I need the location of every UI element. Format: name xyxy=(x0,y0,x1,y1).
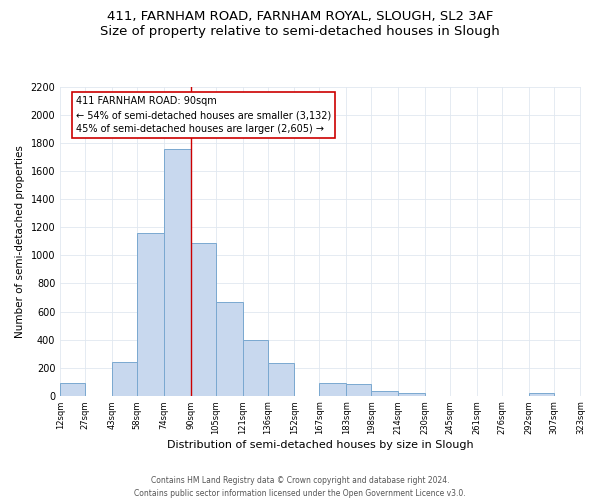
Bar xyxy=(191,243,216,396)
Bar xyxy=(268,364,295,396)
Bar xyxy=(112,362,137,396)
Bar xyxy=(216,302,242,396)
Bar xyxy=(346,384,371,396)
Bar xyxy=(242,340,268,396)
Text: 411, FARNHAM ROAD, FARNHAM ROYAL, SLOUGH, SL2 3AF
Size of property relative to s: 411, FARNHAM ROAD, FARNHAM ROYAL, SLOUGH… xyxy=(100,10,500,38)
X-axis label: Distribution of semi-detached houses by size in Slough: Distribution of semi-detached houses by … xyxy=(167,440,473,450)
Text: 411 FARNHAM ROAD: 90sqm
← 54% of semi-detached houses are smaller (3,132)
45% of: 411 FARNHAM ROAD: 90sqm ← 54% of semi-de… xyxy=(76,96,331,134)
Bar xyxy=(371,392,398,396)
Bar xyxy=(398,393,425,396)
Bar xyxy=(529,393,554,396)
Text: Contains HM Land Registry data © Crown copyright and database right 2024.
Contai: Contains HM Land Registry data © Crown c… xyxy=(134,476,466,498)
Bar xyxy=(319,383,346,396)
Bar xyxy=(164,148,191,396)
Bar xyxy=(137,233,164,396)
Bar xyxy=(60,383,85,396)
Y-axis label: Number of semi-detached properties: Number of semi-detached properties xyxy=(15,145,25,338)
